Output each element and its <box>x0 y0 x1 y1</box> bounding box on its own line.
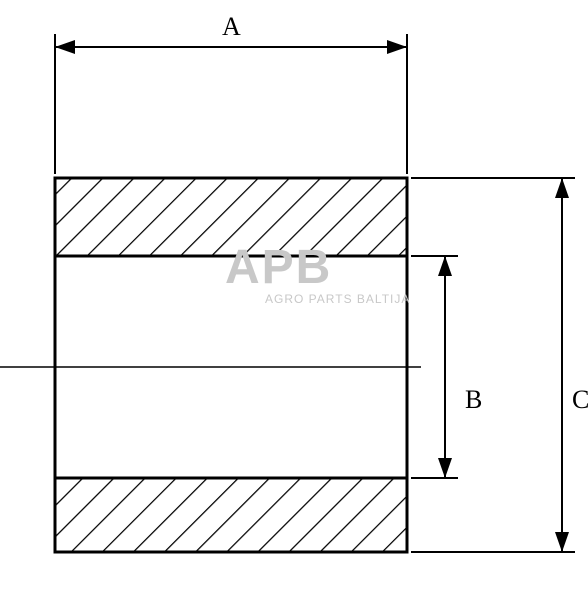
dim-c-label: C <box>572 385 588 415</box>
dim-c-arrow-bottom <box>555 532 569 552</box>
dim-b-label: B <box>465 385 482 415</box>
dim-a-arrow-right <box>387 40 407 54</box>
dim-b-arrow-bottom <box>438 458 452 478</box>
watermark-logo: APB <box>225 240 332 295</box>
drawing-canvas: A B C APB AGRO PARTS BALTIJA <box>0 0 588 588</box>
dim-a-arrow-left <box>55 40 75 54</box>
watermark-subtext: AGRO PARTS BALTIJA <box>265 292 410 306</box>
dim-a-label: A <box>222 12 241 42</box>
bottom-wall-hatch <box>55 478 407 552</box>
dim-b-arrow-top <box>438 256 452 276</box>
dim-c-arrow-top <box>555 178 569 198</box>
